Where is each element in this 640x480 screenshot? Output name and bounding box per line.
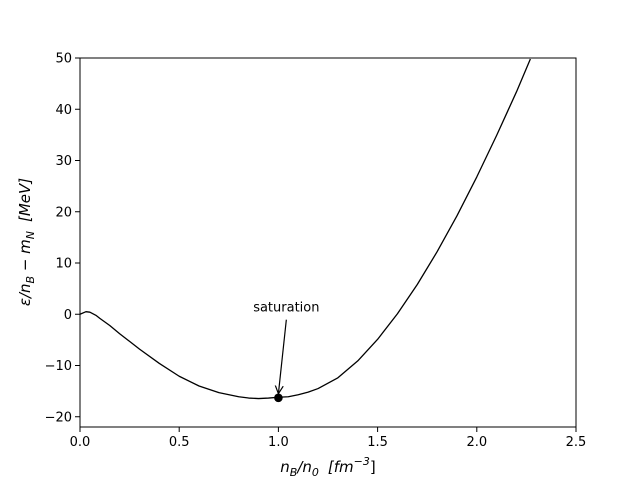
y-tick-label: 50 (55, 52, 72, 67)
x-tick-label: 1.0 (268, 435, 289, 450)
y-axis-label: ε/nB − mN[MeV] (16, 178, 37, 306)
x-tick-label: 2.0 (466, 435, 487, 450)
plot-background (80, 58, 576, 427)
x-tick-label: 0.5 (169, 435, 190, 450)
annotation-layer: saturation (253, 301, 319, 394)
y-tick-label: 10 (55, 257, 72, 272)
saturation-point (274, 393, 283, 403)
marker-layer (274, 393, 283, 403)
y-tick-label: 0 (64, 308, 72, 323)
x-tick-label: 0.0 (70, 435, 91, 450)
x-axis-ticks: 0.0 0.5 1.0 1.5 2.0 2.5 (70, 427, 587, 450)
y-tick-label: 30 (55, 154, 72, 169)
y-axis-ticks: −20 −10 0 10 20 30 40 50 (45, 52, 80, 425)
x-tick-label: 1.5 (367, 435, 388, 450)
x-tick-label: 2.5 (566, 435, 587, 450)
y-tick-label: −20 (45, 410, 72, 425)
annotation-text: saturation (253, 301, 319, 316)
y-tick-label: 40 (55, 103, 72, 118)
plot-frame (79, 57, 577, 428)
curve-layer (79, 58, 531, 400)
y-tick-label: 20 (55, 205, 72, 220)
x-axis-label: nB/n0 [fm−3] (280, 455, 375, 479)
series-line (79, 58, 531, 400)
annotation-arrow (278, 319, 287, 394)
y-tick-label: −10 (45, 359, 72, 374)
